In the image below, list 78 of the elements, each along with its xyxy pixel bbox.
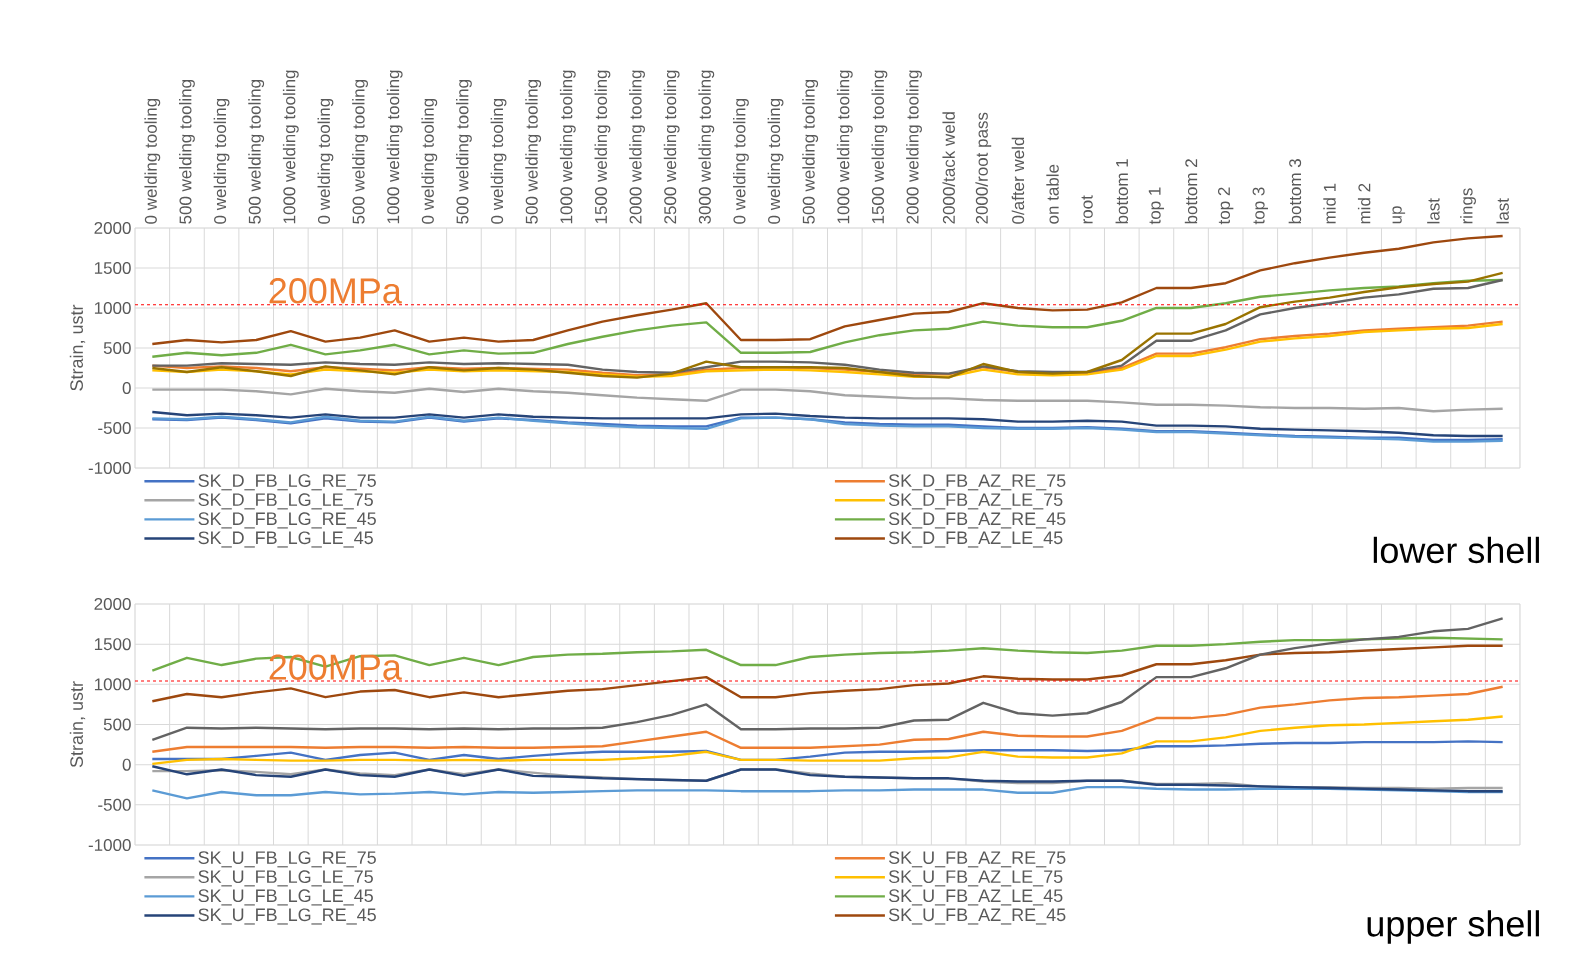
y-tick-label: 1500 bbox=[94, 261, 131, 275]
legend-label: SK_D_FB_LG_RE_75 bbox=[198, 474, 376, 491]
x-tick-label: bottom 1 bbox=[1115, 159, 1129, 224]
x-tick-label: rings bbox=[1460, 188, 1476, 224]
legend-label: SK_D_FB_AZ_RE_45 bbox=[888, 512, 1066, 529]
x-tick-label: 500 welding tooling bbox=[802, 80, 819, 224]
x-tick-label: top 3 bbox=[1252, 187, 1268, 225]
x-tick-label: 3000 welding tooling bbox=[698, 70, 715, 224]
x-tick-label: 500 welding tooling bbox=[525, 80, 542, 224]
text: lower shell bbox=[1373, 536, 1539, 564]
y-tick-label: 0 bbox=[122, 758, 131, 771]
x-tick-label: 0 welding tooling bbox=[767, 98, 784, 224]
x-tick-label: last bbox=[1427, 198, 1440, 224]
x-tick-label: 500 welding tooling bbox=[179, 80, 195, 224]
line-series bbox=[151, 617, 1504, 741]
ref-line-label: 200MPa bbox=[269, 278, 402, 304]
y-tick-label: 2000 bbox=[94, 597, 131, 611]
x-tick-label: root bbox=[1081, 195, 1093, 224]
x-tick-label: 1000 welding tooling bbox=[282, 70, 299, 224]
y-tick-label: 500 bbox=[103, 341, 131, 355]
x-tick-label: top 1 bbox=[1148, 187, 1165, 225]
y-axis-title: Strain, ustr bbox=[69, 304, 86, 391]
x-tick-label: 2000 welding tooling bbox=[629, 70, 645, 224]
legend-label: SK_D_FB_AZ_LE_75 bbox=[888, 493, 1063, 510]
legend-label: SK_U_FB_LG_RE_45 bbox=[198, 908, 376, 925]
x-tick-label: last bbox=[1496, 198, 1509, 224]
x-tick-label: on table bbox=[1046, 164, 1059, 224]
x-tick-label: 2500 welding tooling bbox=[663, 70, 680, 224]
legend-label: SK_D_FB_LG_LE_75 bbox=[198, 493, 373, 510]
y-tick-label: 1000 bbox=[94, 678, 131, 691]
x-tick-label: 0 welding tooling bbox=[317, 98, 334, 224]
y-tick-label: 1500 bbox=[94, 638, 131, 651]
x-tick-label: 500 welding tooling bbox=[456, 80, 472, 224]
x-tick-label: 500 welding tooling bbox=[248, 80, 265, 224]
legend-label: SK_D_FB_LG_RE_45 bbox=[198, 512, 376, 529]
legend-label: SK_D_FB_LG_LE_45 bbox=[198, 531, 373, 548]
x-tick-label: 1000 welding tooling bbox=[559, 70, 576, 224]
y-tick-label: 2000 bbox=[94, 221, 131, 235]
x-tick-label: 0 welding tooling bbox=[490, 98, 507, 224]
y-tick-label: 500 bbox=[103, 718, 131, 731]
x-tick-label: top 2 bbox=[1217, 187, 1234, 225]
line-series bbox=[151, 234, 1504, 346]
y-axis-title: Strain, ustr bbox=[69, 681, 86, 768]
legend-label: SK_U_FB_AZ_RE_75 bbox=[888, 851, 1066, 868]
x-tick-label: 2000 welding tooling bbox=[906, 70, 922, 224]
x-tick-label: 1000 welding tooling bbox=[386, 70, 403, 224]
x-tick-label: 0 welding tooling bbox=[421, 98, 438, 224]
x-tick-label: 0 welding tooling bbox=[213, 98, 230, 224]
x-tick-label: 2000/root pass bbox=[975, 112, 992, 224]
x-tick-label: 1500 welding tooling bbox=[871, 70, 888, 224]
y-tick-label: -500 bbox=[98, 421, 131, 435]
legend-label: SK_U_FB_LG_LE_75 bbox=[198, 870, 373, 887]
x-tick-label: 0/after weld bbox=[1011, 137, 1025, 224]
legend-label: SK_D_FB_AZ_RE_75 bbox=[888, 474, 1066, 491]
x-tick-label: 2000/tack weld bbox=[942, 112, 955, 224]
legend-label: SK_U_FB_AZ_RE_45 bbox=[888, 908, 1066, 925]
y-tick-label: -1000 bbox=[88, 838, 131, 852]
x-tick-label: 0 welding tooling bbox=[144, 98, 161, 224]
legend-label: SK_D_FB_AZ_LE_45 bbox=[888, 531, 1063, 548]
y-tick-label: -500 bbox=[98, 798, 131, 811]
legend-label: SK_U_FB_LG_RE_75 bbox=[198, 851, 376, 868]
x-tick-label: bottom 2 bbox=[1184, 159, 1198, 224]
x-tick-label: 500 welding tooling bbox=[352, 80, 368, 224]
x-tick-label: 1000 welding tooling bbox=[836, 70, 853, 224]
text: upper shell bbox=[1367, 910, 1539, 944]
x-tick-label: 0 welding tooling bbox=[733, 98, 749, 224]
x-tick-label: up bbox=[1392, 206, 1406, 224]
x-tick-label: mid 2 bbox=[1357, 183, 1371, 224]
legend-label: SK_U_FB_AZ_LE_75 bbox=[888, 870, 1063, 887]
legend-label: SK_U_FB_LG_LE_45 bbox=[198, 889, 373, 906]
x-tick-label: 1500 welding tooling bbox=[594, 70, 611, 224]
x-tick-label: mid 1 bbox=[1323, 183, 1336, 224]
x-tick-label: bottom 3 bbox=[1288, 159, 1302, 224]
legend-label: SK_U_FB_AZ_LE_45 bbox=[888, 889, 1063, 906]
ref-line-label: 200MPa bbox=[269, 654, 402, 680]
y-tick-label: -1000 bbox=[88, 461, 131, 475]
y-tick-label: 0 bbox=[122, 381, 131, 395]
y-tick-label: 1000 bbox=[94, 301, 131, 315]
